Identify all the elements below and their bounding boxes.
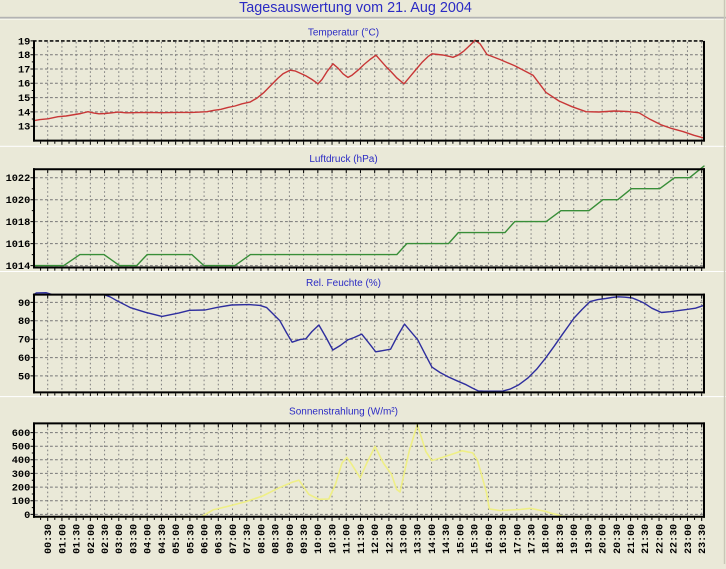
svg-text:Temperatur (°C): Temperatur (°C) [308,28,379,39]
svg-text:21:30: 21:30 [641,524,652,554]
svg-text:60: 60 [18,353,30,365]
svg-text:Sonnenstrahlung (W/m²): Sonnenstrahlung (W/m²) [289,407,398,418]
svg-text:14:00: 14:00 [428,524,439,554]
svg-text:200: 200 [12,483,31,495]
svg-text:15:00: 15:00 [456,524,467,554]
svg-text:500: 500 [12,442,31,454]
svg-text:05:30: 05:30 [186,524,197,554]
svg-text:20:30: 20:30 [613,524,624,554]
svg-text:17:30: 17:30 [528,524,539,554]
svg-text:16: 16 [18,79,30,91]
svg-text:06:30: 06:30 [215,524,226,554]
svg-text:Rel. Feuchte (%): Rel. Feuchte (%) [306,278,381,289]
svg-text:21:00: 21:00 [627,524,638,554]
svg-text:19:00: 19:00 [570,524,581,554]
svg-text:80: 80 [18,316,30,328]
svg-text:400: 400 [12,455,31,467]
svg-text:01:00: 01:00 [58,524,69,554]
svg-text:50: 50 [18,371,30,383]
svg-text:0: 0 [24,510,30,522]
svg-text:02:00: 02:00 [87,524,98,554]
svg-text:04:30: 04:30 [158,524,169,554]
svg-text:13: 13 [18,122,30,134]
svg-text:07:00: 07:00 [229,524,240,554]
svg-text:16:30: 16:30 [499,524,510,554]
svg-text:01:30: 01:30 [73,524,84,554]
svg-text:14: 14 [18,107,30,119]
svg-text:10:30: 10:30 [328,524,339,554]
svg-text:12:00: 12:00 [371,524,382,554]
svg-text:02:30: 02:30 [101,524,112,554]
svg-text:17: 17 [18,64,30,76]
svg-text:1016: 1016 [6,239,31,251]
svg-text:15:30: 15:30 [471,524,482,554]
svg-text:90: 90 [18,298,30,310]
svg-text:23:00: 23:00 [684,524,695,554]
svg-text:300: 300 [12,469,31,481]
svg-text:13:30: 13:30 [414,524,425,554]
svg-text:08:00: 08:00 [257,524,268,554]
svg-text:1022: 1022 [6,173,31,185]
svg-text:19: 19 [18,36,30,48]
svg-text:05:00: 05:00 [172,524,183,554]
svg-text:13:00: 13:00 [400,524,411,554]
svg-text:16:00: 16:00 [485,524,496,554]
svg-text:18:00: 18:00 [542,524,553,554]
svg-text:04:00: 04:00 [144,524,155,554]
svg-text:1020: 1020 [6,195,31,207]
svg-text:19:30: 19:30 [584,524,595,554]
svg-text:600: 600 [12,428,31,440]
svg-text:03:30: 03:30 [129,524,140,554]
svg-text:12:30: 12:30 [385,524,396,554]
svg-text:15: 15 [18,93,30,105]
svg-text:18:30: 18:30 [556,524,567,554]
svg-text:11:00: 11:00 [343,524,354,554]
svg-text:22:00: 22:00 [655,524,666,554]
svg-text:08:30: 08:30 [272,524,283,554]
svg-text:22:30: 22:30 [670,524,681,554]
svg-text:100: 100 [12,496,31,508]
svg-text:06:00: 06:00 [201,524,212,554]
svg-text:18: 18 [18,50,30,62]
svg-text:09:00: 09:00 [286,524,297,554]
svg-text:Luftdruck (hPa): Luftdruck (hPa) [309,154,377,165]
svg-text:1014: 1014 [6,261,31,273]
svg-text:20:00: 20:00 [599,524,610,554]
svg-text:14:30: 14:30 [442,524,453,554]
svg-text:23:30: 23:30 [698,524,709,554]
svg-text:07:30: 07:30 [243,524,254,554]
svg-text:10:00: 10:00 [314,524,325,554]
svg-text:70: 70 [18,335,30,347]
svg-text:11:30: 11:30 [357,524,368,554]
svg-text:00:30: 00:30 [44,524,55,554]
svg-text:1018: 1018 [6,217,31,229]
svg-text:03:00: 03:00 [115,524,126,554]
svg-text:09:30: 09:30 [300,524,311,554]
svg-text:Tagesauswertung vom 21. Aug 20: Tagesauswertung vom 21. Aug 2004 [239,0,472,16]
svg-text:17:00: 17:00 [513,524,524,554]
